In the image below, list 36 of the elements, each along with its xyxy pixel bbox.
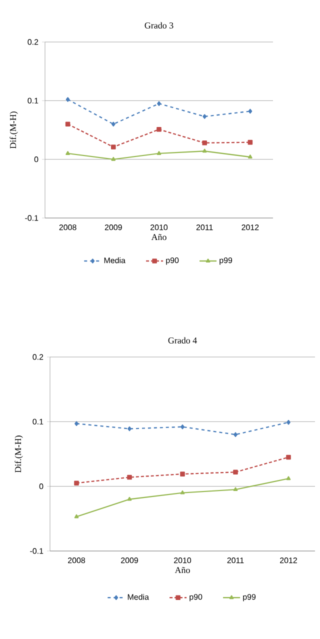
y-axis-title: Dif.(M-H)	[10, 112, 18, 149]
point	[157, 101, 161, 106]
point	[286, 454, 291, 460]
point	[111, 122, 116, 127]
point	[74, 480, 79, 486]
chart-title: Grado 4	[168, 337, 197, 344]
y-axis-title: Dif.(M-H)	[14, 436, 23, 473]
point	[74, 421, 78, 426]
point	[127, 496, 132, 501]
point	[128, 426, 132, 432]
point	[234, 432, 238, 437]
point	[248, 154, 252, 158]
point	[286, 420, 290, 425]
point	[127, 474, 132, 480]
point	[202, 148, 207, 153]
point	[156, 127, 162, 132]
x-axis-title: Año	[174, 566, 190, 574]
point	[248, 108, 252, 114]
point	[202, 140, 207, 146]
point	[111, 144, 116, 150]
chart-title: Grado 3	[144, 22, 174, 29]
point	[202, 114, 207, 119]
point	[233, 487, 238, 492]
point	[180, 424, 184, 430]
point	[65, 122, 70, 127]
point	[66, 97, 70, 102]
point	[156, 151, 162, 155]
point	[74, 514, 79, 518]
point	[180, 472, 185, 476]
point	[233, 470, 238, 474]
point	[111, 156, 116, 161]
point	[248, 140, 253, 145]
point	[286, 476, 291, 480]
x-axis-title: Año	[151, 234, 166, 240]
point	[180, 490, 185, 494]
point	[66, 151, 70, 155]
